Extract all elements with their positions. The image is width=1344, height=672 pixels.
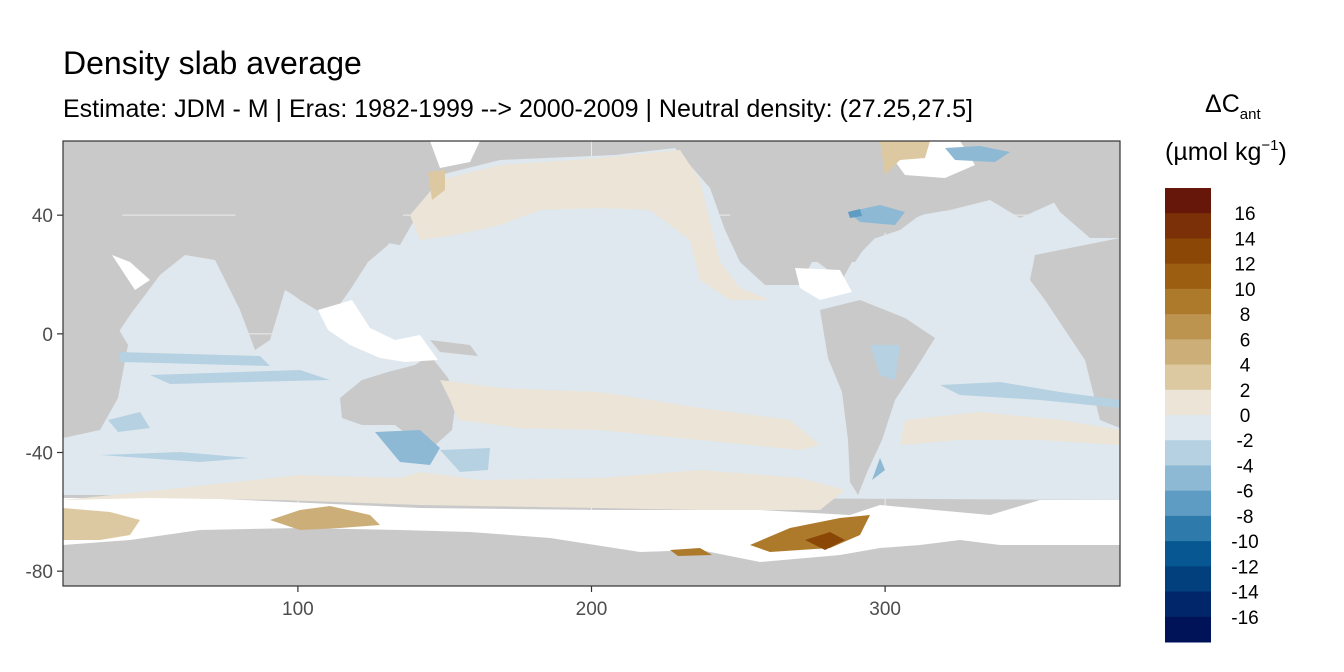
legend-label: -10 (1231, 532, 1258, 553)
legend-swatch (1165, 339, 1211, 366)
legend: ΔCant (µmol kg−1) 16 14 12 10 8 6 4 2 0 -2 -4 -6 -8 -… (1165, 90, 1287, 643)
legend-swatch (1165, 389, 1211, 416)
legend-title-main: ΔCant (1205, 90, 1261, 123)
region-north-pacific (410, 150, 770, 300)
region-labrador (848, 205, 905, 225)
legend-swatch (1165, 566, 1211, 593)
legend-label: 4 (1240, 356, 1251, 377)
region-indian-band-3 (100, 452, 250, 462)
region-pacific-east (940, 382, 1120, 408)
region-weddell (750, 515, 870, 552)
legend-colorbar (1165, 188, 1211, 643)
region-atlantic-south (900, 412, 1120, 445)
y-tick-label: -40 (26, 444, 53, 465)
legend-label: 14 (1234, 229, 1256, 250)
land-australia (340, 355, 456, 448)
region-indian-band-1 (120, 352, 270, 366)
legend-swatch (1165, 515, 1211, 542)
region-tasman (375, 430, 440, 465)
x-tick-label: 100 (282, 599, 314, 620)
land-antarctica (63, 528, 1120, 586)
nodata-bering (430, 141, 480, 168)
legend-label: 6 (1240, 330, 1251, 351)
legend-label: -16 (1231, 608, 1258, 629)
legend-swatch (1165, 465, 1211, 492)
region-southern-band (63, 470, 845, 510)
y-tick-label: 0 (42, 325, 53, 346)
legend-label: 0 (1240, 406, 1251, 427)
region-pacific-east-2 (870, 345, 900, 380)
legend-swatch (1165, 288, 1211, 315)
region-nordic-blue (945, 146, 1010, 162)
region-tasman-2 (440, 448, 490, 472)
region-labrador-core (848, 209, 862, 218)
legend-swatch (1165, 541, 1211, 567)
legend-swatch (1165, 213, 1211, 239)
legend-swatch (1165, 238, 1211, 265)
legend-swatch (1165, 415, 1211, 441)
legend-swatch (1165, 188, 1211, 214)
legend-swatch (1165, 616, 1211, 643)
land-asia (225, 141, 445, 320)
region-nordic (880, 141, 930, 175)
legend-swatch (1165, 490, 1211, 517)
region-indian-band-2 (150, 370, 330, 384)
legend-label: -14 (1231, 583, 1259, 604)
legend-swatch (1165, 263, 1211, 290)
legend-labels: 16 14 12 10 8 6 4 2 0 -2 -4 -6 -8 -10 -12 -14 -16 (1231, 204, 1259, 629)
map-panel (62, 140, 1121, 587)
land-europe (1028, 141, 1120, 238)
region-agulhas (108, 412, 150, 432)
legend-units: (µmol kg−1) (1165, 137, 1287, 166)
legend-label: -4 (1237, 456, 1254, 477)
region-south-pacific (440, 380, 820, 450)
legend-label: -12 (1231, 557, 1258, 578)
legend-label: -6 (1237, 482, 1254, 503)
region-kerguelen (63, 508, 140, 540)
region-patagonia (872, 458, 885, 480)
y-axis: 40 0 -40 -80 (26, 206, 63, 583)
legend-label: 2 (1240, 381, 1251, 402)
legend-swatch (1165, 591, 1211, 618)
legend-label: 8 (1240, 305, 1251, 326)
legend-label: 12 (1234, 255, 1255, 276)
legend-label: 16 (1234, 204, 1255, 225)
legend-label: -8 (1237, 507, 1254, 528)
legend-label: -2 (1237, 431, 1254, 452)
chart-title: Density slab average (63, 45, 362, 81)
y-tick-label: 40 (32, 206, 53, 227)
nodata-caribbean (795, 268, 852, 300)
region-ross-shelf (270, 506, 380, 530)
region-weddell-core (805, 532, 845, 550)
nodata-indonesia (318, 300, 438, 362)
negative-anomaly-layer (100, 146, 1120, 480)
x-tick-label: 200 (576, 599, 608, 620)
region-amundsen (670, 548, 712, 556)
legend-swatch (1165, 440, 1211, 466)
land-new-guinea (430, 340, 478, 356)
region-okhotsk (428, 170, 445, 200)
x-tick-label: 300 (869, 599, 901, 620)
legend-label: 10 (1234, 280, 1255, 301)
land-west-africa (1030, 238, 1120, 428)
nodata-red-sea (112, 255, 150, 290)
positive-anomaly-layer (63, 141, 1120, 556)
x-axis: 100 200 300 (282, 586, 901, 620)
chart-subtitle: Estimate: JDM - M | Eras: 1982-1999 --> … (63, 95, 973, 123)
land-south-america (820, 300, 935, 495)
land-layer (63, 141, 1120, 586)
legend-swatch (1165, 364, 1211, 391)
legend-swatch (1165, 314, 1211, 340)
y-tick-label: -80 (26, 562, 53, 583)
